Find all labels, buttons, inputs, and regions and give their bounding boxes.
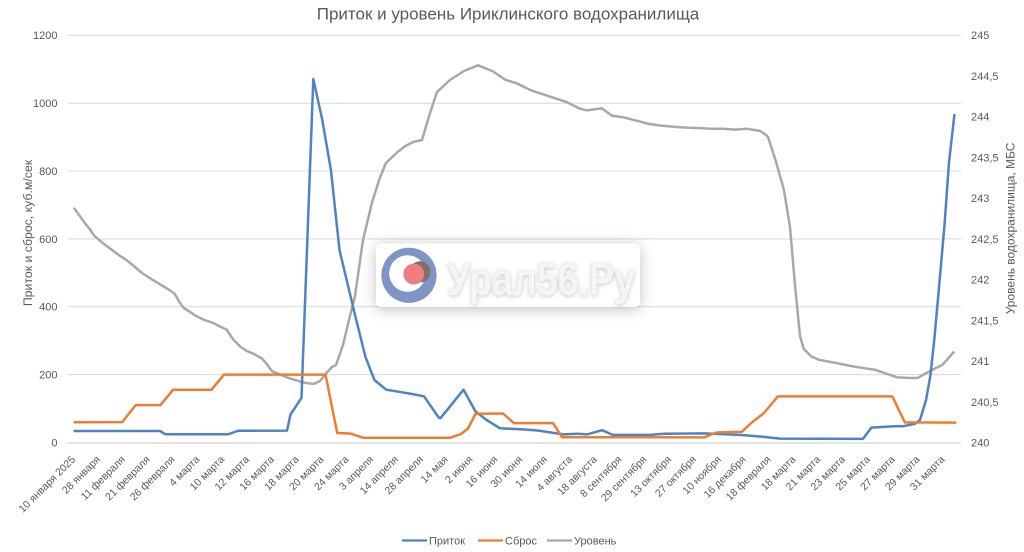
svg-text:244,5: 244,5 [971, 71, 999, 83]
svg-text:Приток и уровень Ириклинского: Приток и уровень Ириклинского водохранил… [317, 5, 700, 24]
svg-text:244: 244 [971, 112, 989, 124]
svg-text:241,5: 241,5 [971, 315, 999, 327]
svg-text:240,5: 240,5 [971, 397, 999, 409]
svg-text:240: 240 [971, 438, 989, 450]
svg-text:1200: 1200 [33, 30, 57, 42]
svg-text:1000: 1000 [33, 98, 57, 110]
svg-text:0: 0 [51, 438, 57, 450]
svg-text:242,5: 242,5 [971, 234, 999, 246]
svg-text:400: 400 [39, 302, 57, 314]
svg-text:Приток: Приток [429, 536, 465, 548]
svg-text:600: 600 [39, 234, 57, 246]
svg-text:243: 243 [971, 193, 989, 205]
svg-text:Уровень водохранилища, МБС: Уровень водохранилища, МБС [1004, 142, 1018, 314]
svg-text:245: 245 [971, 30, 989, 42]
svg-text:243,5: 243,5 [971, 152, 999, 164]
svg-text:Уровень: Уровень [574, 536, 617, 548]
svg-text:Урал56.Ру: Урал56.Ру [447, 253, 635, 305]
svg-text:Сброс: Сброс [505, 536, 537, 548]
svg-text:200: 200 [39, 370, 57, 382]
svg-text:Приток и сброс, куб.м/сек: Приток и сброс, куб.м/сек [21, 159, 35, 306]
svg-text:242: 242 [971, 275, 989, 287]
svg-text:800: 800 [39, 166, 57, 178]
svg-text:Урал56.Ру: Урал56.Ру [447, 254, 635, 306]
svg-text:241: 241 [971, 356, 989, 368]
